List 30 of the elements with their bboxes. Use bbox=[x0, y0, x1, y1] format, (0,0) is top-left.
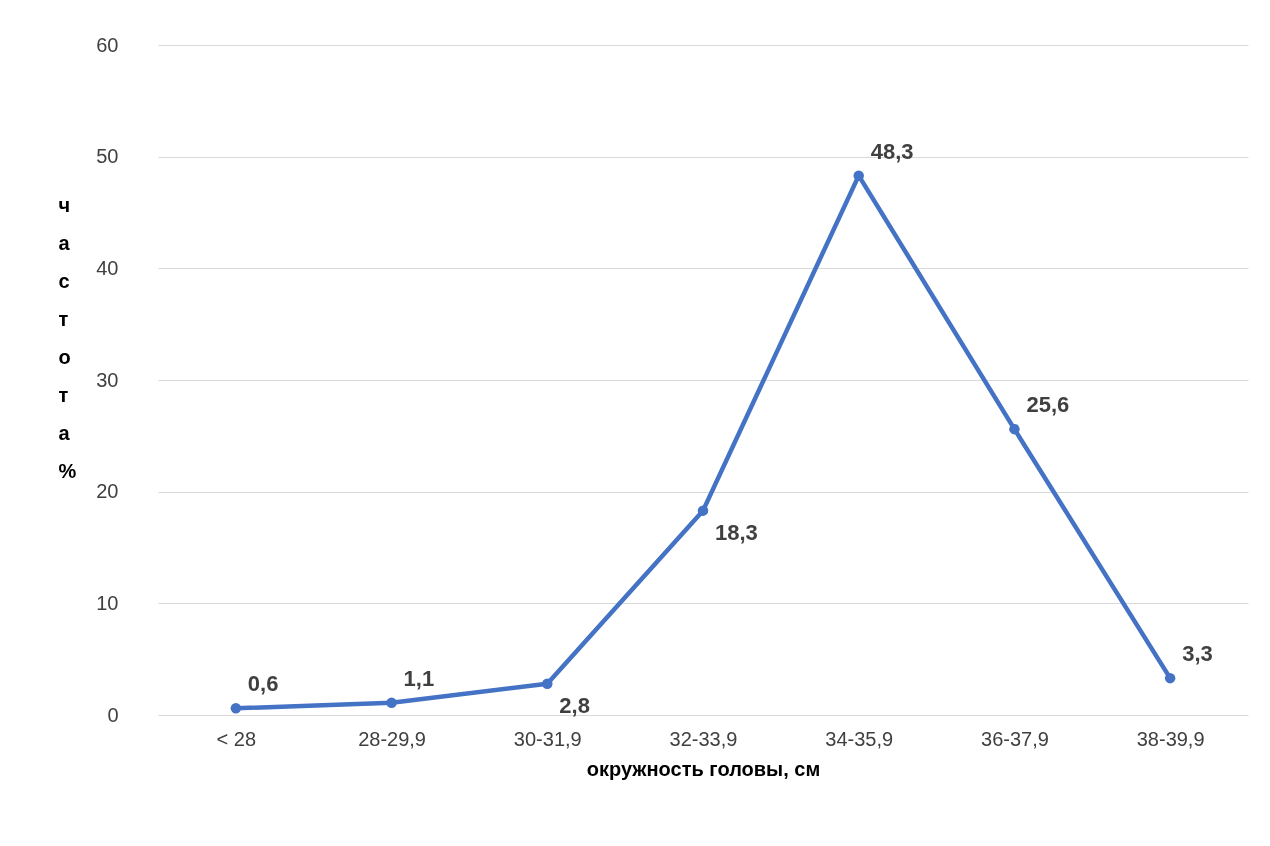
text: 48,3 bbox=[870, 138, 914, 164]
x-axis-title: окружность головы, см bbox=[586, 757, 821, 780]
y-tick-label: 20 bbox=[96, 480, 119, 503]
text: 25,6 bbox=[1026, 392, 1070, 418]
point bbox=[1164, 672, 1176, 684]
y-axis-title: частота % bbox=[58, 193, 77, 482]
x-tick-label: 34-35,9 bbox=[825, 727, 894, 750]
point bbox=[697, 505, 709, 516]
point bbox=[230, 703, 242, 714]
y-tick-label: 10 bbox=[96, 591, 119, 614]
point bbox=[542, 678, 553, 689]
text: 18,3 bbox=[715, 519, 758, 545]
point bbox=[853, 170, 864, 181]
x-tick-label: < 28 bbox=[216, 727, 257, 750]
x-tick-label: 38-39,9 bbox=[1136, 727, 1205, 750]
text: 2,8 bbox=[559, 692, 590, 718]
point bbox=[1009, 423, 1020, 435]
x-tick-label: 32-33,9 bbox=[669, 727, 738, 750]
text: 1,1 bbox=[403, 665, 435, 691]
point bbox=[386, 697, 397, 708]
text: 3,3 bbox=[1182, 641, 1213, 667]
x-tick-label: 28-29,9 bbox=[358, 727, 426, 750]
y-tick-label: 0 bbox=[107, 703, 119, 726]
y-tick-label: 50 bbox=[96, 145, 119, 168]
text: 0,6 bbox=[247, 671, 279, 697]
y-tick-label: 30 bbox=[96, 368, 119, 391]
y-tick-label: 40 bbox=[96, 256, 119, 279]
x-tick-label: 30-31,9 bbox=[513, 727, 582, 750]
x-tick-label: 36-37,9 bbox=[981, 727, 1049, 750]
y-tick-label: 60 bbox=[96, 33, 119, 56]
